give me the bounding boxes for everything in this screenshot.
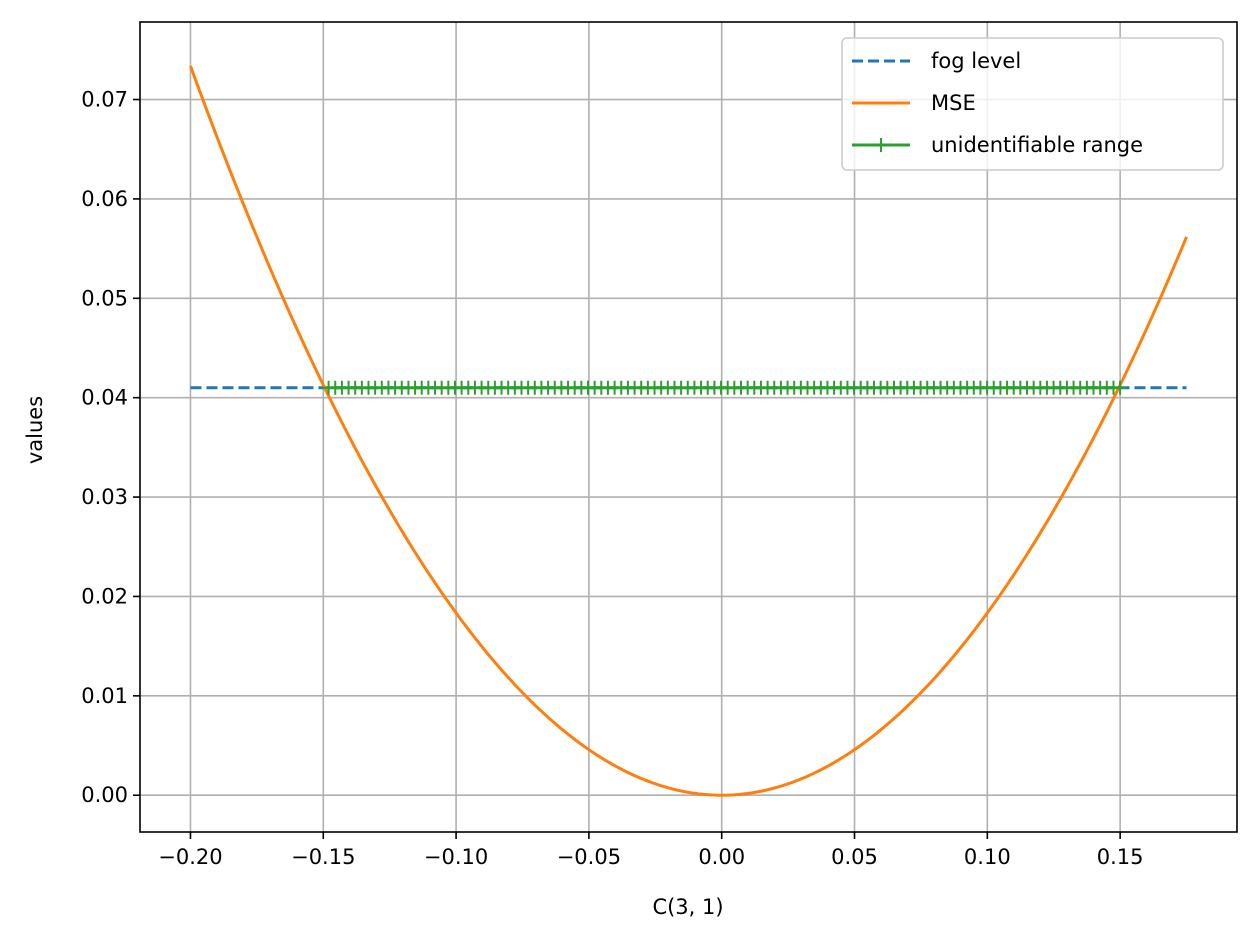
x-tick-label: −0.05 (557, 845, 621, 869)
y-tick-label: 0.00 (81, 783, 128, 807)
x-tick-label: −0.10 (424, 845, 488, 869)
x-tick-label: −0.20 (158, 845, 222, 869)
y-tick-label: 0.06 (81, 187, 128, 211)
x-tick-label: 0.00 (698, 845, 745, 869)
legend-label-fog-level: fog level (931, 49, 1021, 73)
axis-ticks: −0.20 −0.15 −0.10 −0.05 0.00 0.05 0.10 0.15 0.00… (81, 88, 1143, 869)
legend-entry-unidentifiable-range: unidentifiable range (852, 133, 1143, 157)
y-tick-label: 0.02 (81, 584, 128, 608)
y-tick-label: 0.01 (81, 684, 128, 708)
y-tick-label: 0.03 (81, 485, 128, 509)
plot-series (189, 65, 1188, 797)
y-tick-label: 0.04 (81, 386, 128, 410)
legend-entries: fog level MSE unidentifiable range (852, 49, 1143, 157)
unidentifiable-range-markers (321, 380, 1128, 395)
legend-label-mse: MSE (931, 91, 976, 115)
x-tick-label: 0.10 (964, 845, 1011, 869)
mse-line (189, 65, 1188, 797)
x-tick-label: 0.05 (831, 845, 878, 869)
plot-frame (139, 21, 1238, 833)
x-tick-label: −0.15 (291, 845, 355, 869)
y-axis-label: values (23, 396, 47, 464)
y-tick-label: 0.07 (81, 88, 128, 112)
legend-label-unidentifiable-range: unidentifiable range (931, 133, 1143, 157)
legend-entry-fog-level: fog level (852, 49, 1021, 73)
legend-box (841, 37, 1224, 171)
legend: fog level MSE unidentifiable range (841, 37, 1224, 171)
x-axis-label: C(3, 1) (652, 895, 723, 919)
y-tick-label: 0.05 (81, 286, 128, 310)
x-tick-label: 0.15 (1097, 845, 1144, 869)
legend-entry-mse: MSE (852, 91, 976, 115)
